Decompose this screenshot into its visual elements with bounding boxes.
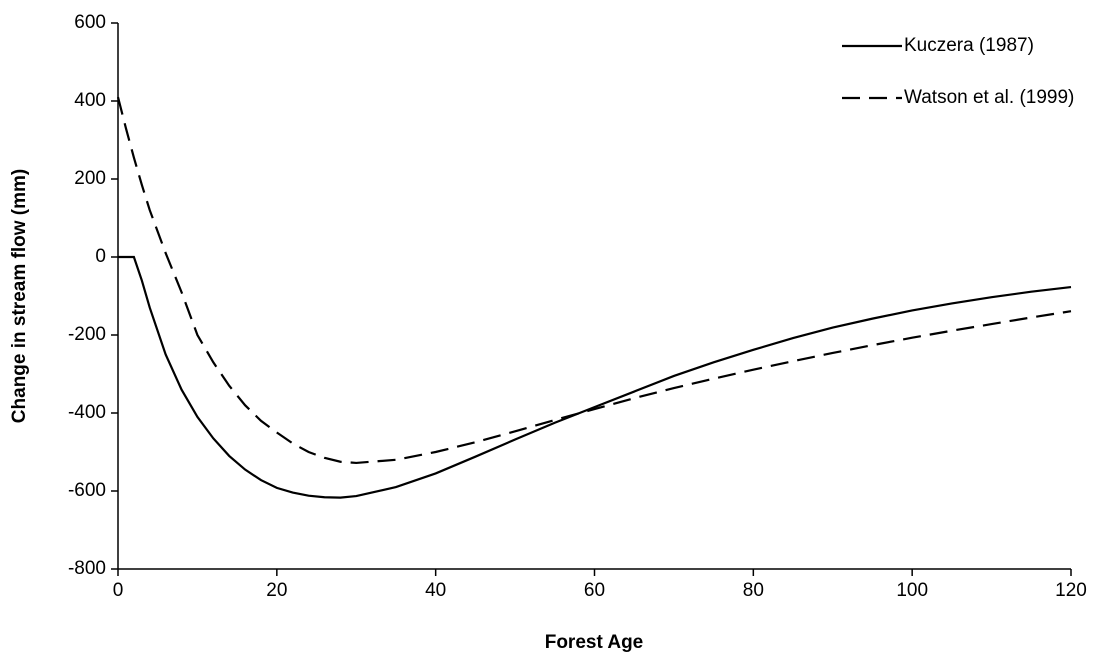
y-tick-label: -400 (68, 402, 106, 423)
series-line (118, 255, 1072, 499)
y-tick-label: -200 (68, 324, 106, 345)
y-tick-label: -600 (68, 480, 106, 501)
y-tick-label: -800 (68, 558, 106, 579)
x-tick-label: 120 (1055, 580, 1087, 601)
y-tick-label: 400 (74, 90, 106, 111)
legend-label: Watson et al. (1999) (904, 87, 1074, 108)
x-tick-label: 0 (113, 580, 124, 601)
y-axis-label: Change in stream flow (mm) (9, 169, 30, 423)
x-tick-label: 20 (266, 580, 287, 601)
y-tick-label: 600 (74, 12, 106, 33)
y-tick-label: 200 (74, 168, 106, 189)
series-line (116, 96, 1072, 465)
legend-label: Kuczera (1987) (904, 35, 1034, 56)
x-tick-label: 40 (425, 580, 446, 601)
y-tick-label: 0 (95, 246, 106, 267)
x-axis-label: Forest Age (545, 632, 644, 653)
x-tick-label: 80 (743, 580, 764, 601)
x-tick-label: 100 (896, 580, 928, 601)
x-tick-label: 60 (584, 580, 605, 601)
